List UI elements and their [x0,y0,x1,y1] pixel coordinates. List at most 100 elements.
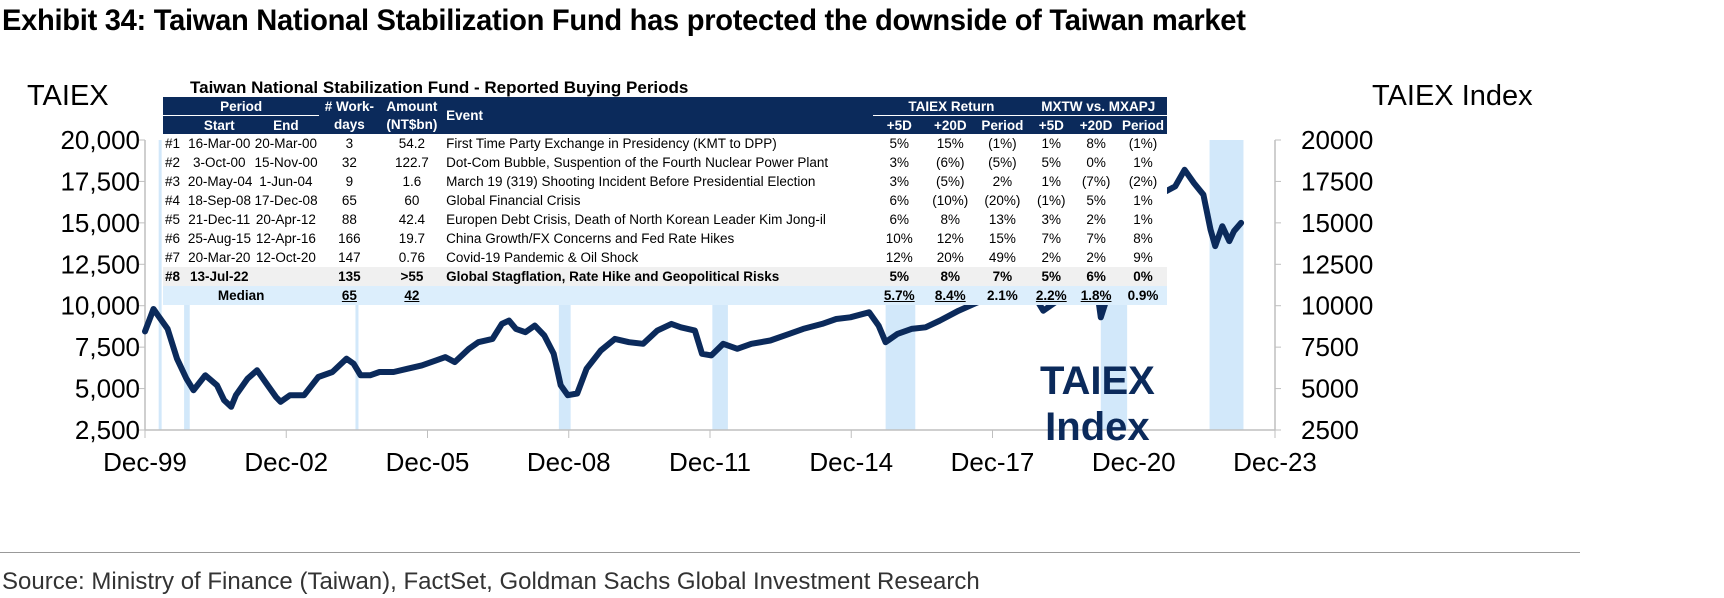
y-tick-label-right: 5000 [1301,374,1359,404]
cell-m20: 2% [1073,248,1119,267]
cell-amount: 19.7 [379,229,445,248]
header-amount-2: (NT$bn) [379,115,445,134]
x-tick-label: Dec-11 [669,447,751,477]
header-m5d: +5D [1029,115,1074,134]
header-end: End [252,115,320,134]
cell-start: 16-Mar-00 [185,134,253,153]
cell-amount: 122.7 [379,153,445,172]
cell-amount: 54.2 [379,134,445,153]
x-tick-label: Dec-99 [103,447,187,477]
x-tick-label: Dec-17 [951,447,1035,477]
cell-id: #8 [163,267,186,286]
cell-event: Global Financial Crisis [444,191,874,210]
x-tick-label: Dec-08 [527,447,611,477]
cell-days: 9 [319,172,380,191]
axes: 20,000 17,500 15,000 12,500 10,000 7,500 5,000… [60,125,1373,477]
annotation-line-1: TAIEX [1040,359,1155,403]
table-row: #4 18-Sep-08 17-Dec-08 65 60 Global Financial… [163,191,1167,210]
cell-mp: (1%) [1118,134,1167,153]
cell-tp: 15% [975,229,1030,248]
cell-m20: (7%) [1073,172,1119,191]
cell-mp: 8% [1118,229,1167,248]
cell-amount: >55 [379,267,445,286]
cell-m5: 2% [1029,248,1074,267]
source-note: Source: Ministry of Finance (Taiwan), Fa… [2,568,980,595]
median-days: 65 [319,286,380,305]
y-tick-label-right: 20000 [1301,125,1373,155]
cell-t20: 8% [925,267,976,286]
y-tick-label-left: 5,000 [75,374,140,404]
cell-amount: 1.6 [379,172,445,191]
table-row: #1 16-Mar-00 20-Mar-00 3 54.2 First Time Part… [163,134,1167,153]
header-start: Start [185,115,253,134]
cell-mp: (2%) [1118,172,1167,191]
cell-t20: 8% [925,210,976,229]
cell-t20: (6%) [925,153,976,172]
cell-end: 12-Oct-20 [252,248,320,267]
cell-end: 20-Apr-12 [252,210,320,229]
table-row: #3 20-May-04 1-Jun-04 9 1.6 March 19 (319) Sh… [163,172,1167,191]
header-workdays-1: # Work- [319,97,380,116]
cell-t20: 12% [925,229,976,248]
median-t5: 5.7% [873,286,926,305]
table-row: #6 25-Aug-15 12-Apr-16 166 19.7 China Growth/… [163,229,1167,248]
cell-event: Europen Debt Crisis, Death of North Kore… [444,210,874,229]
y-tick-label-right: 15000 [1301,208,1373,238]
table-title: Taiwan National Stabilization Fund - Rep… [190,78,689,97]
x-tick-label: Dec-23 [1233,447,1317,477]
cell-m5: 7% [1029,229,1074,248]
cell-t20: (5%) [925,172,976,191]
cell-start: 18-Sep-08 [185,191,253,210]
cell-m5: 1% [1029,172,1074,191]
table-row: #7 20-Mar-20 12-Oct-20 147 0.76 Covid-19 Pand… [163,248,1167,267]
table-body: #1 16-Mar-00 20-Mar-00 3 54.2 First Time Part… [163,134,1167,305]
header-event: Event [444,97,874,134]
header-amount-1: Amount [379,97,445,116]
table-header-row-2: Start End days (NT$bn) +5D +20D Period +… [163,115,1167,134]
cell-start: 21-Dec-11 [185,210,253,229]
cell-start: 3-Oct-00 [185,153,253,172]
cell-end: 12-Apr-16 [252,229,320,248]
y-tick-label-left: 7,500 [75,332,140,362]
y-axis-right-title: TAIEX Index [1372,80,1533,112]
taiex-index-line [142,166,1245,410]
cell-start: 20-Mar-20 [185,248,253,267]
cell-tp: (1%) [975,134,1030,153]
cell-start: 20-May-04 [185,172,253,191]
cell-t5: 5% [873,267,926,286]
y-tick-label-right: 7500 [1301,332,1359,362]
cell-id: #6 [163,229,186,248]
cell-m5: 3% [1029,210,1074,229]
cell-end [252,267,320,286]
median-label: Median [163,286,320,305]
median-mp: 0.9% [1118,286,1167,305]
cell-t5: 5% [873,134,926,153]
y-tick-label-right: 12500 [1301,249,1373,279]
y-tick-label-right: 17500 [1301,166,1373,196]
header-workdays-2: days [319,115,380,134]
cell-mp: 0% [1118,267,1167,286]
header-t20d: +20D [925,115,976,134]
cell-end: 15-Nov-00 [252,153,320,172]
cell-t20: (10%) [925,191,976,210]
y-tick-label-left: 2,500 [75,415,140,445]
y-axis-left-title: TAIEX [27,80,109,112]
cell-m20: 0% [1073,153,1119,172]
y-tick-label-left: 20,000 [60,125,140,155]
cell-event: Dot-Com Bubble, Suspention of the Fourth… [444,153,874,172]
cell-start: 13-Jul-22 [185,267,253,286]
cell-id: #2 [163,153,186,172]
x-tick-label: Dec-05 [386,447,470,477]
header-period: Period [163,97,320,116]
cell-mp: 9% [1118,248,1167,267]
cell-tp: 2% [975,172,1030,191]
y-tick-label-right: 2500 [1301,415,1359,445]
header-taiex-return: TAIEX Return [873,97,1030,116]
cell-event: China Growth/FX Concerns and Fed Rate Hi… [444,229,874,248]
table-row: #8 13-Jul-22 135 >55 Global Stagflation, Rat… [163,267,1167,286]
median-m20: 1.8% [1073,286,1119,305]
cell-t5: 6% [873,191,926,210]
cell-t5: 10% [873,229,926,248]
series-layer [142,166,1245,410]
cell-event: First Time Party Exchange in Presidency … [444,134,874,153]
